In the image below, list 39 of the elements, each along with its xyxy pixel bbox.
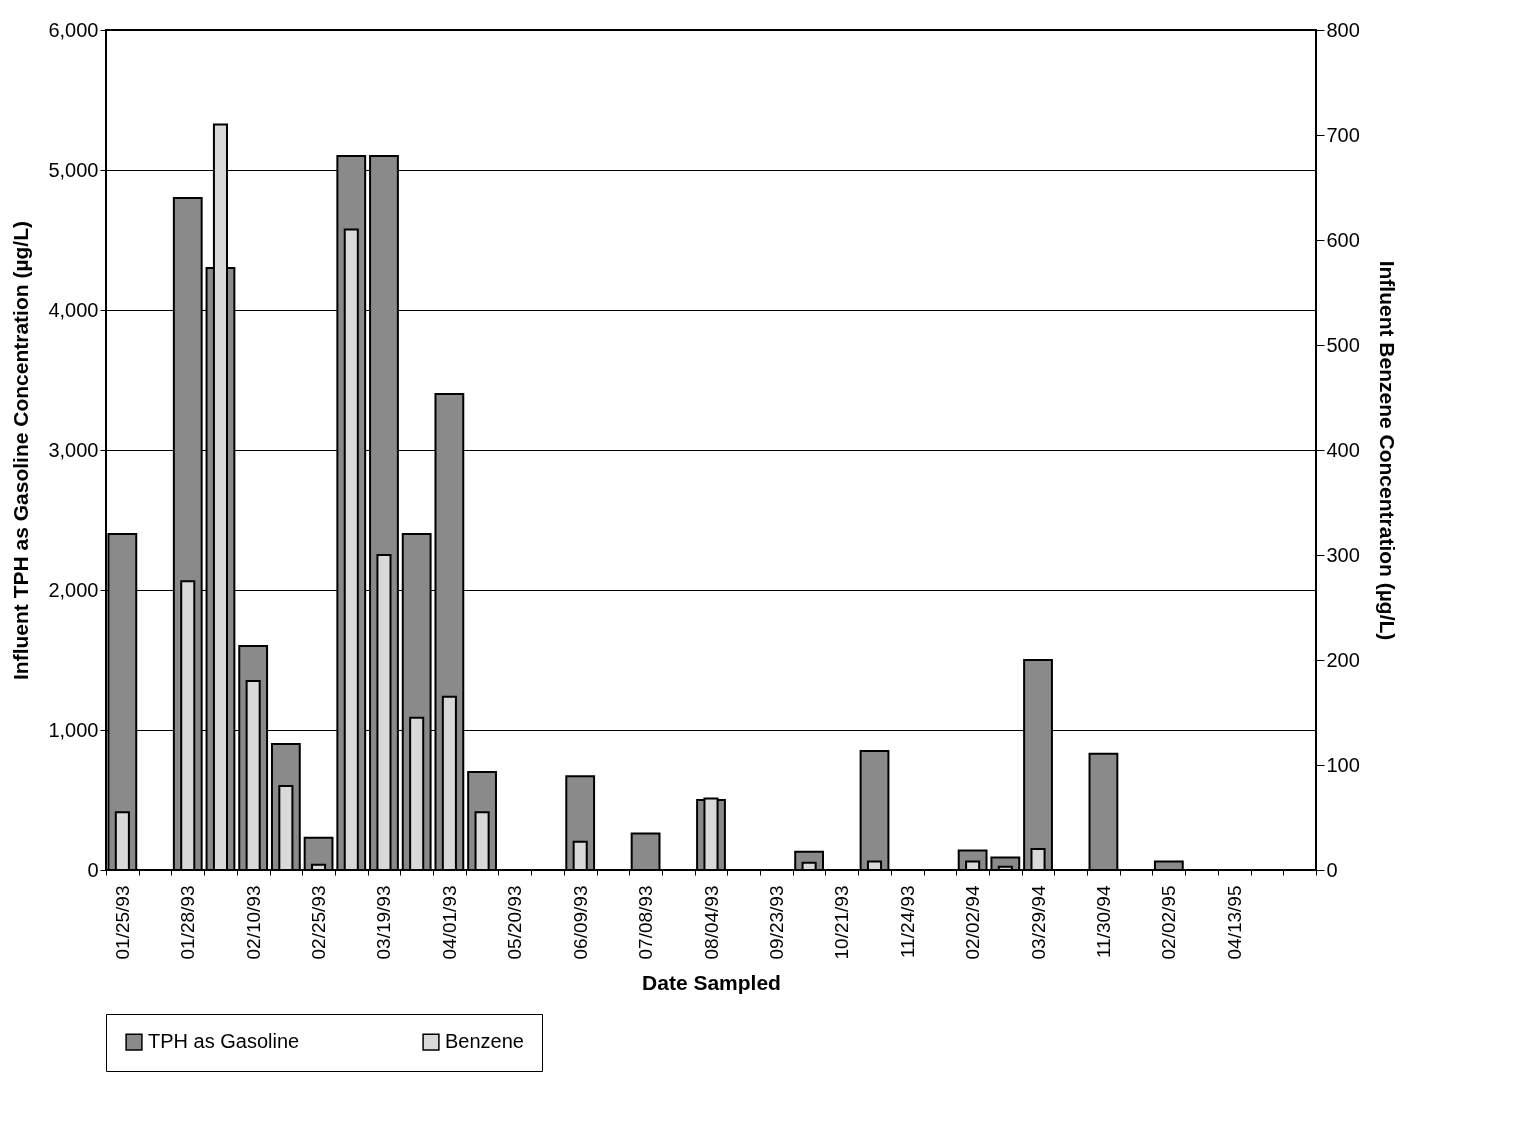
x-tick-label: 11/24/93	[896, 885, 918, 959]
y2-tick-label: 400	[1326, 438, 1360, 461]
y-tick-label: 2,000	[48, 578, 99, 601]
x-tick-label: 03/19/93	[373, 885, 395, 960]
y-tick-label: 5,000	[48, 158, 99, 181]
x-tick-label: 02/10/93	[242, 885, 264, 960]
y2-tick-label: 300	[1326, 543, 1360, 566]
legend-label: Benzene	[445, 1030, 524, 1053]
x-tick-label: 02/02/94	[962, 885, 984, 960]
y2-tick-label: 100	[1326, 753, 1360, 776]
x-tick-label: 08/04/93	[700, 885, 722, 960]
x-tick-label: 04/01/93	[438, 885, 460, 960]
x-tick-label: 11/30/94	[1092, 885, 1114, 959]
y-tick-label: 4,000	[48, 298, 99, 321]
x-tick-label: 05/20/93	[504, 885, 526, 960]
x-tick-label: 07/08/93	[635, 885, 657, 960]
y2-tick-label: 0	[1326, 858, 1338, 881]
x-tick-label: 02/02/95	[1158, 885, 1180, 960]
y-axis-title: Influent TPH as Gasoline Concentration (µg/L)	[9, 221, 33, 680]
y-tick-label: 0	[87, 858, 99, 881]
y2-tick-label: 200	[1326, 648, 1360, 671]
x-tick-label: 04/13/95	[1223, 885, 1245, 960]
y2-tick-label: 700	[1326, 123, 1360, 146]
y-tick-label: 6,000	[48, 18, 99, 41]
x-tick-label: 10/21/93	[831, 885, 853, 960]
x-tick-label: 01/25/93	[111, 885, 133, 960]
y-tick-label: 1,000	[48, 718, 99, 741]
x-tick-label: 06/09/93	[569, 885, 591, 960]
y-tick-label: 3,000	[48, 438, 99, 461]
x-tick-label: 03/29/94	[1027, 885, 1049, 960]
y2-axis-title: Influent Benzene Concentration (µg/L)	[1375, 260, 1399, 641]
x-tick-label: 09/23/93	[765, 885, 787, 960]
y2-tick-label: 800	[1326, 18, 1360, 41]
x-axis-title: Date Sampled	[642, 971, 781, 995]
x-tick-label: 02/25/93	[308, 885, 330, 960]
y2-tick-label: 600	[1326, 228, 1360, 251]
y2-tick-label: 500	[1326, 333, 1360, 356]
legend-label: TPH as Gasoline	[148, 1030, 300, 1053]
x-tick-label: 01/28/93	[177, 885, 199, 960]
